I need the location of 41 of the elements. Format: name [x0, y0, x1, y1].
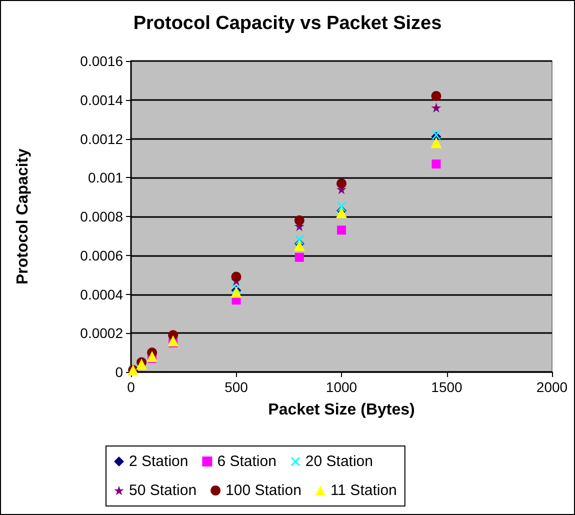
point — [231, 272, 242, 282]
x-axis-title: Packet Size (Bytes) — [268, 402, 415, 418]
legend-label: 100 Station — [226, 482, 302, 499]
point — [432, 160, 441, 169]
legend-label: 6 Station — [217, 453, 276, 470]
x-tick-label: 0 — [127, 379, 136, 395]
y-tick-label: 0.001 — [88, 170, 124, 186]
y-tick-label: 0.0002 — [80, 325, 124, 342]
point — [337, 202, 346, 212]
y-axis-title: Protocol Capacity — [14, 148, 32, 285]
legend-label: 11 Station — [330, 482, 397, 499]
point — [294, 252, 304, 262]
point — [336, 207, 347, 218]
y-tick-label: 0.0006 — [80, 247, 124, 264]
legend-label: 50 Station — [129, 482, 197, 499]
legend-label: 20 Station — [305, 453, 373, 470]
point — [431, 90, 442, 101]
y-tick-label: 0.0004 — [80, 286, 124, 302]
x-tick-label: 2000 — [536, 379, 568, 395]
y-tick-label: 0.0012 — [80, 130, 124, 147]
point — [294, 215, 304, 226]
point — [136, 358, 148, 370]
point — [294, 240, 305, 252]
x-tick-label: 500 — [224, 379, 248, 395]
x-tick-label: 1000 — [326, 379, 358, 395]
y-tick-label: 0.0016 — [80, 53, 124, 69]
point — [336, 178, 346, 188]
y-tick-label: 0.0008 — [80, 208, 124, 224]
legend-label: 2 Station — [129, 453, 188, 470]
point — [337, 226, 346, 235]
point — [430, 137, 442, 148]
x-tick-label: 1500 — [431, 379, 463, 395]
point — [432, 130, 441, 140]
point — [168, 335, 179, 346]
chart-title: Protocol Capacity vs Packet Sizes — [133, 13, 442, 34]
y-tick-label: 0.0014 — [80, 92, 124, 108]
point — [146, 350, 158, 362]
point — [294, 235, 304, 244]
point — [230, 286, 242, 298]
y-tick-label: 0 — [115, 364, 124, 380]
point — [431, 102, 442, 113]
